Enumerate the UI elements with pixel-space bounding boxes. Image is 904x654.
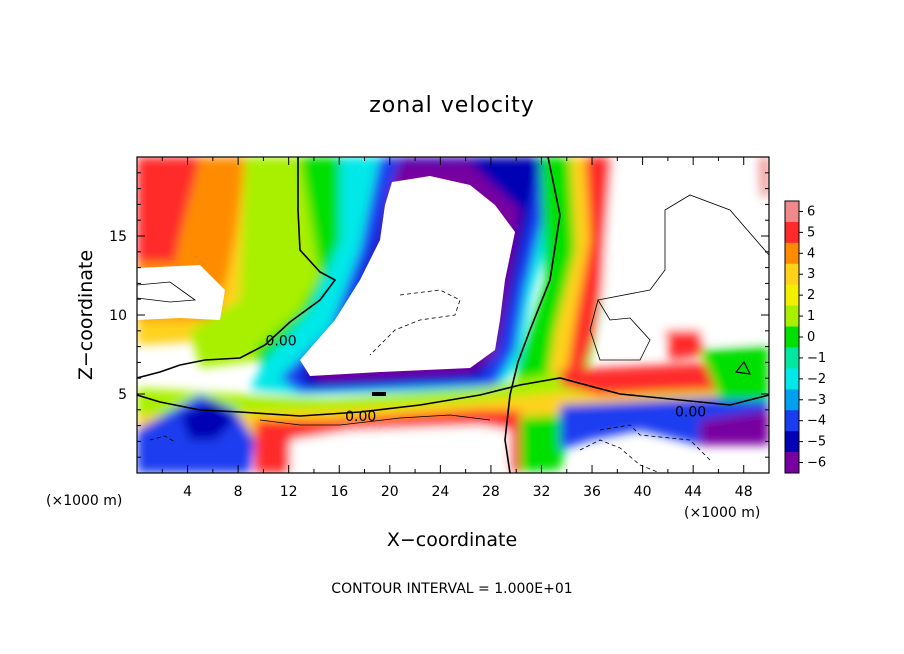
colorbar-segment — [785, 368, 799, 390]
y-axis-ticks: 5 10 15 — [109, 172, 769, 458]
colorbar-tick-label: −6 — [807, 456, 826, 471]
colorbar-tick-label: 5 — [807, 225, 815, 240]
x-tick-label: 32 — [533, 484, 551, 500]
colorbar-segment — [785, 410, 799, 432]
colorbar-tick-label: 4 — [807, 246, 815, 261]
y-tick-label: 15 — [109, 229, 127, 245]
x-unit-right: (×1000 m) — [684, 505, 760, 521]
contour-label: 0.00 — [266, 333, 297, 349]
x-tick-label: 28 — [482, 484, 500, 500]
contour-label: 0.00 — [345, 409, 376, 425]
colorbar-segment — [785, 452, 799, 474]
velocity-field: 0.00 0.00 0.00 — [137, 157, 769, 473]
colorbar-tick-label: 0 — [807, 330, 815, 345]
colorbar-tick-label: −2 — [807, 372, 826, 387]
x-tick-label: 20 — [381, 484, 399, 500]
chart-title: zonal velocity — [369, 93, 535, 118]
colorbar-segment — [785, 326, 799, 348]
x-tick-label: 40 — [634, 484, 652, 500]
colorbar: 6 5 4 3 2 1 0 −1 −2 −3 −4 −5 −6 — [784, 200, 826, 474]
colorbar-tick-label: 3 — [807, 267, 815, 282]
colorbar-segment — [785, 201, 799, 223]
y-tick-label: 5 — [118, 387, 127, 403]
colorbar-segment — [785, 389, 799, 411]
x-tick-label: 16 — [330, 484, 348, 500]
x-tick-label: 48 — [735, 484, 753, 500]
colorbar-tick-label: 6 — [807, 204, 815, 219]
contour-interval-note: CONTOUR INTERVAL = 1.000E+01 — [331, 581, 572, 597]
colorbar-segment — [785, 347, 799, 369]
colorbar-segment — [785, 431, 799, 453]
y-tick-label: 10 — [109, 308, 127, 324]
x-tick-label: 4 — [183, 484, 192, 500]
colorbar-tick-label: 1 — [807, 309, 815, 324]
y-axis-label: Z−coordinate — [75, 250, 97, 380]
x-axis-label: X−coordinate — [387, 529, 517, 551]
colorbar-segment — [785, 263, 799, 286]
x-tick-label: 24 — [431, 484, 449, 500]
x-tick-label: 36 — [583, 484, 601, 500]
x-tick-label: 12 — [280, 484, 298, 500]
colorbar-tick-label: −1 — [807, 351, 826, 366]
x-tick-label: 8 — [234, 484, 243, 500]
colorbar-segment — [785, 305, 799, 328]
colorbar-segment — [785, 284, 799, 307]
x-unit-left: (×1000 m) — [46, 493, 122, 509]
colorbar-tick-label: −4 — [807, 414, 826, 429]
colorbar-tick-label: 2 — [807, 288, 815, 303]
x-axis-ticks: 4 8 12 16 20 24 28 32 36 40 44 48 — [161, 157, 753, 500]
colorbar-segment — [785, 242, 799, 265]
colorbar-tick-label: −5 — [807, 435, 826, 450]
x-tick-label: 44 — [684, 484, 702, 500]
contour-label: 0.00 — [675, 404, 706, 420]
colorbar-segment — [785, 221, 799, 244]
colorbar-tick-label: −3 — [807, 393, 826, 408]
